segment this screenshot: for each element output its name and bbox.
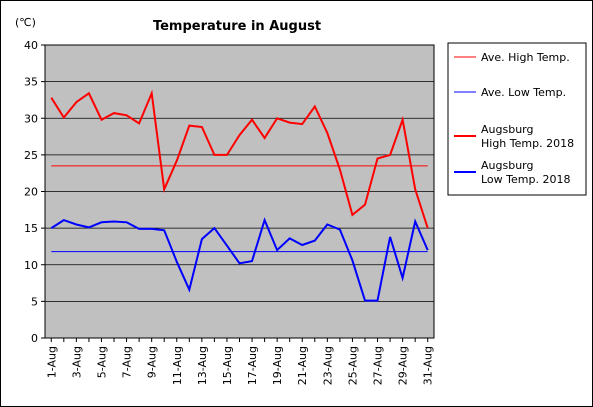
y-tick-label: 5: [31, 295, 38, 308]
legend-label: Ave. High Temp.: [481, 51, 570, 64]
legend-label: Ave. Low Temp.: [481, 86, 566, 99]
y-tick-label: 20: [24, 186, 38, 199]
x-tick-label: 27-Aug: [372, 346, 385, 385]
x-tick-label: 7-Aug: [121, 346, 134, 378]
x-tick-label: 5-Aug: [95, 346, 108, 378]
x-tick-label: 1-Aug: [45, 346, 58, 378]
legend-label: Low Temp. 2018: [481, 173, 570, 186]
series-line-4: [50, 217, 429, 302]
x-tick-label: 25-Aug: [346, 346, 359, 385]
x-tick-label: 13-Aug: [196, 346, 209, 385]
y-axis: 0 5 10 15 20 25 30 35 40: [24, 39, 45, 345]
y-tick-label: 15: [24, 222, 38, 235]
y-tick-label: 25: [24, 149, 38, 162]
x-tick-label: 21-Aug: [296, 346, 309, 385]
y-tick-label: 0: [31, 332, 38, 345]
unit-label: (℃): [15, 16, 36, 29]
y-tick-label: 10: [24, 259, 38, 272]
y-tick-label: 30: [24, 112, 38, 125]
x-tick-label: 29-Aug: [397, 346, 410, 385]
x-tick-label: 11-Aug: [171, 346, 184, 385]
legend: [447, 42, 587, 196]
series-line-3: [50, 89, 429, 229]
x-tick-label: 9-Aug: [146, 346, 159, 378]
x-tick-label: 15-Aug: [221, 346, 234, 385]
x-tick-label: 17-Aug: [246, 346, 259, 385]
y-tick-label: 40: [24, 39, 38, 52]
y-tick-label: 35: [24, 76, 38, 89]
legend-label: Augsburg: [481, 123, 533, 136]
x-tick-label: 31-Aug: [422, 346, 435, 385]
chart-title: Temperature in August: [153, 19, 321, 34]
series-layer: [50, 89, 429, 302]
legend-label: Augsburg: [481, 159, 533, 172]
x-tick-label: 3-Aug: [70, 346, 83, 378]
legend-items: Ave. High Temp.Ave. Low Temp.AugsburgHig…: [454, 51, 574, 186]
x-axis: 1-Aug 3-Aug 5-Aug 7-Aug 9-Aug 11-Aug 13-Aug 15-…: [45, 338, 435, 385]
legend-label: High Temp. 2018: [481, 137, 574, 150]
x-tick-label: 23-Aug: [321, 346, 334, 385]
x-tick-label: 19-Aug: [271, 346, 284, 385]
